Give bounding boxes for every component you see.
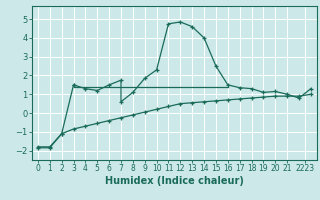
X-axis label: Humidex (Indice chaleur): Humidex (Indice chaleur) xyxy=(105,176,244,186)
